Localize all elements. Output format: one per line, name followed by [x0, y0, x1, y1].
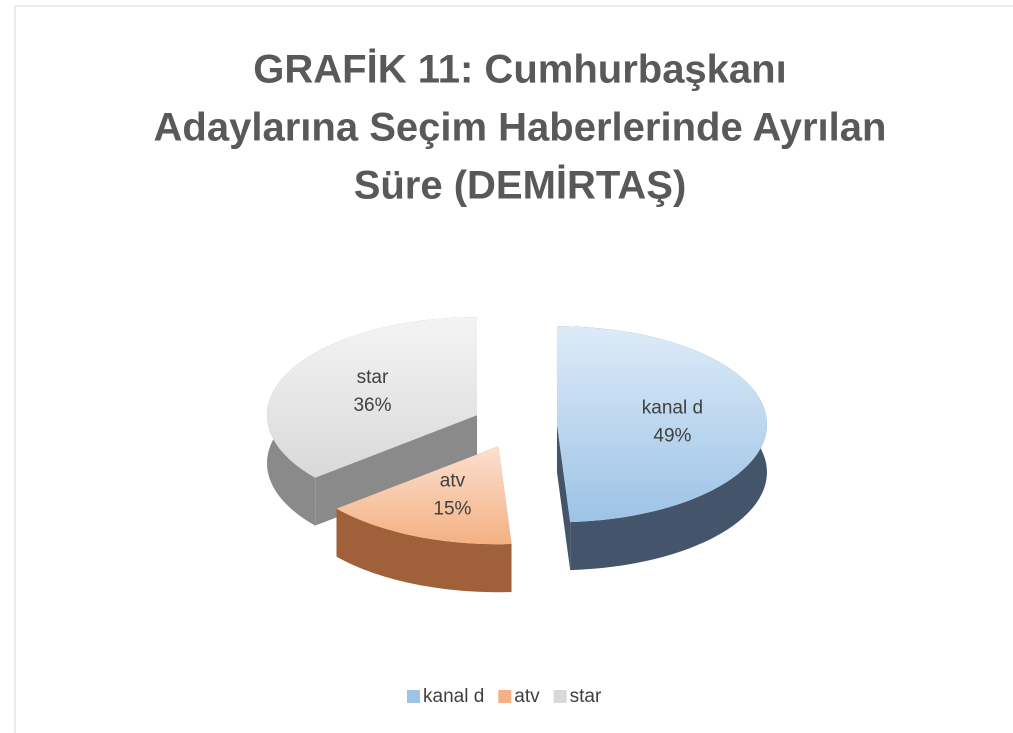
- slice-side: [315, 415, 477, 526]
- pie-slice: [267, 317, 477, 478]
- legend-swatch: [407, 690, 420, 703]
- data-label-name: atv: [440, 471, 466, 492]
- data-label-name: star: [357, 367, 389, 388]
- legend-swatch: [553, 690, 567, 703]
- title-line: GRAFİK 11: Cumhurbaşkanı: [253, 48, 786, 92]
- legend-label: kanal d: [423, 686, 484, 707]
- pie: star 36% kanal d 49% atv 15%: [267, 317, 767, 593]
- data-label: 15%: [433, 499, 471, 520]
- data-label-name: kanal d: [642, 398, 703, 419]
- pie-slice: [556, 326, 767, 523]
- legend: kanal d atv star: [407, 686, 602, 707]
- legend-label: star: [570, 686, 602, 707]
- title-line: Adaylarına Seçim Haberlerinde Ayrılan: [154, 106, 887, 150]
- legend-swatch: [498, 690, 512, 703]
- pie-slice: [336, 446, 512, 545]
- data-label: 36%: [353, 395, 391, 416]
- slice-side: [556, 424, 571, 571]
- slice-side: [336, 508, 512, 593]
- title-line: Süre (DEMİRTAŞ): [354, 164, 687, 208]
- legend-label: atv: [514, 686, 540, 707]
- data-label: 49%: [653, 426, 691, 447]
- chart-title: GRAFİK 11: Cumhurbaşkanı Adaylarına Seçim…: [154, 48, 887, 208]
